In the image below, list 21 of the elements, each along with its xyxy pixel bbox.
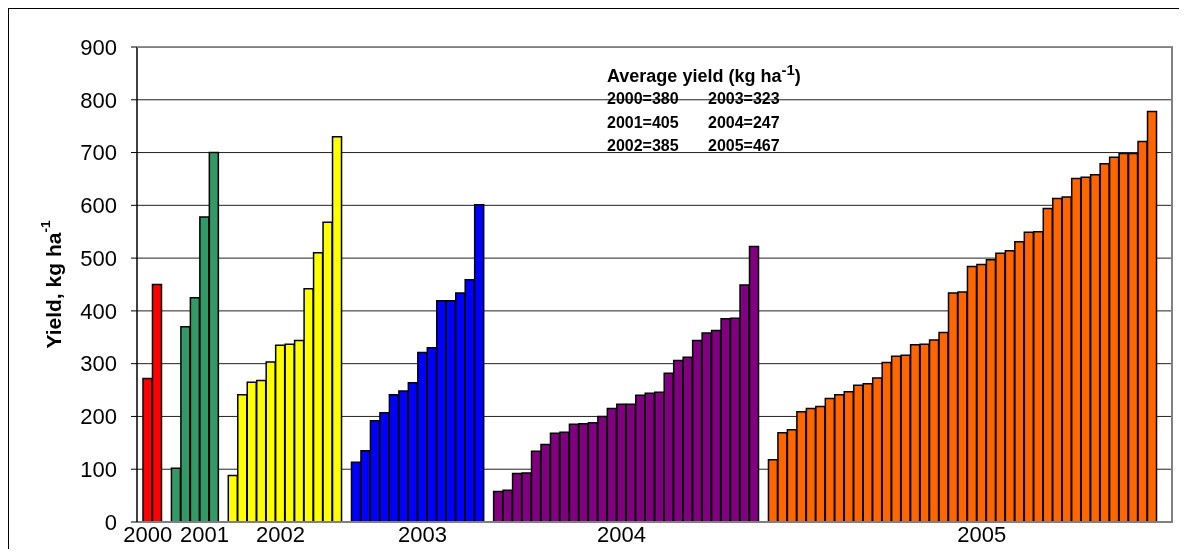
y-tick-label: 0 [104,509,117,535]
y-tick-label: 700 [80,140,117,166]
y-tick-label: 800 [80,87,117,113]
x-tick-label: 2001 [180,521,230,547]
x-tick-label: 2005 [957,521,1007,547]
annotation: 2004=247 [708,113,780,132]
y-tick-label: 100 [80,457,117,483]
y-tick-label: 200 [80,404,117,430]
x-tick-label: 2000 [123,521,173,547]
y-tick-label: 500 [80,245,117,271]
x-tick-label: 2004 [597,521,647,547]
x-tick-label: 2003 [398,521,448,547]
y-tick-label: 900 [80,34,117,60]
annotation: 2005=467 [708,137,780,155]
annotation: 2001=405 [607,113,679,132]
annotation: Average yield (kg ha$^{-1}$) [607,61,801,87]
annotation: 2002=385 [607,137,679,155]
y-tick-label: 600 [80,193,117,219]
y-tick-label: 400 [80,298,117,324]
y-tick-label: 300 [80,351,117,377]
x-tick-label: 2002 [255,521,305,547]
